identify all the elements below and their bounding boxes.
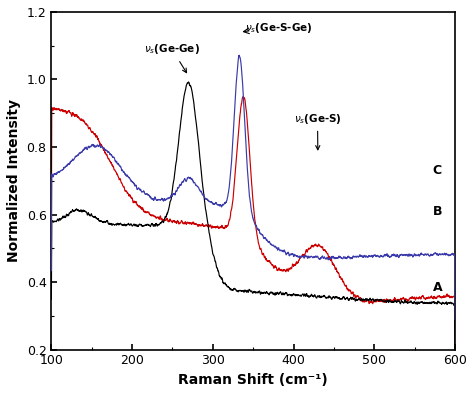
Text: $\nu_s$(Ge-S-Ge): $\nu_s$(Ge-S-Ge) bbox=[245, 20, 313, 35]
Text: $\nu_s$(Ge-Ge): $\nu_s$(Ge-Ge) bbox=[144, 43, 200, 72]
Y-axis label: Normalized Intensity: Normalized Intensity bbox=[7, 99, 21, 262]
Text: B: B bbox=[432, 204, 442, 217]
Text: A: A bbox=[432, 281, 442, 294]
X-axis label: Raman Shift (cm⁻¹): Raman Shift (cm⁻¹) bbox=[178, 373, 328, 387]
Text: C: C bbox=[432, 164, 442, 177]
Text: $\nu_s$(Ge-S): $\nu_s$(Ge-S) bbox=[293, 112, 341, 150]
